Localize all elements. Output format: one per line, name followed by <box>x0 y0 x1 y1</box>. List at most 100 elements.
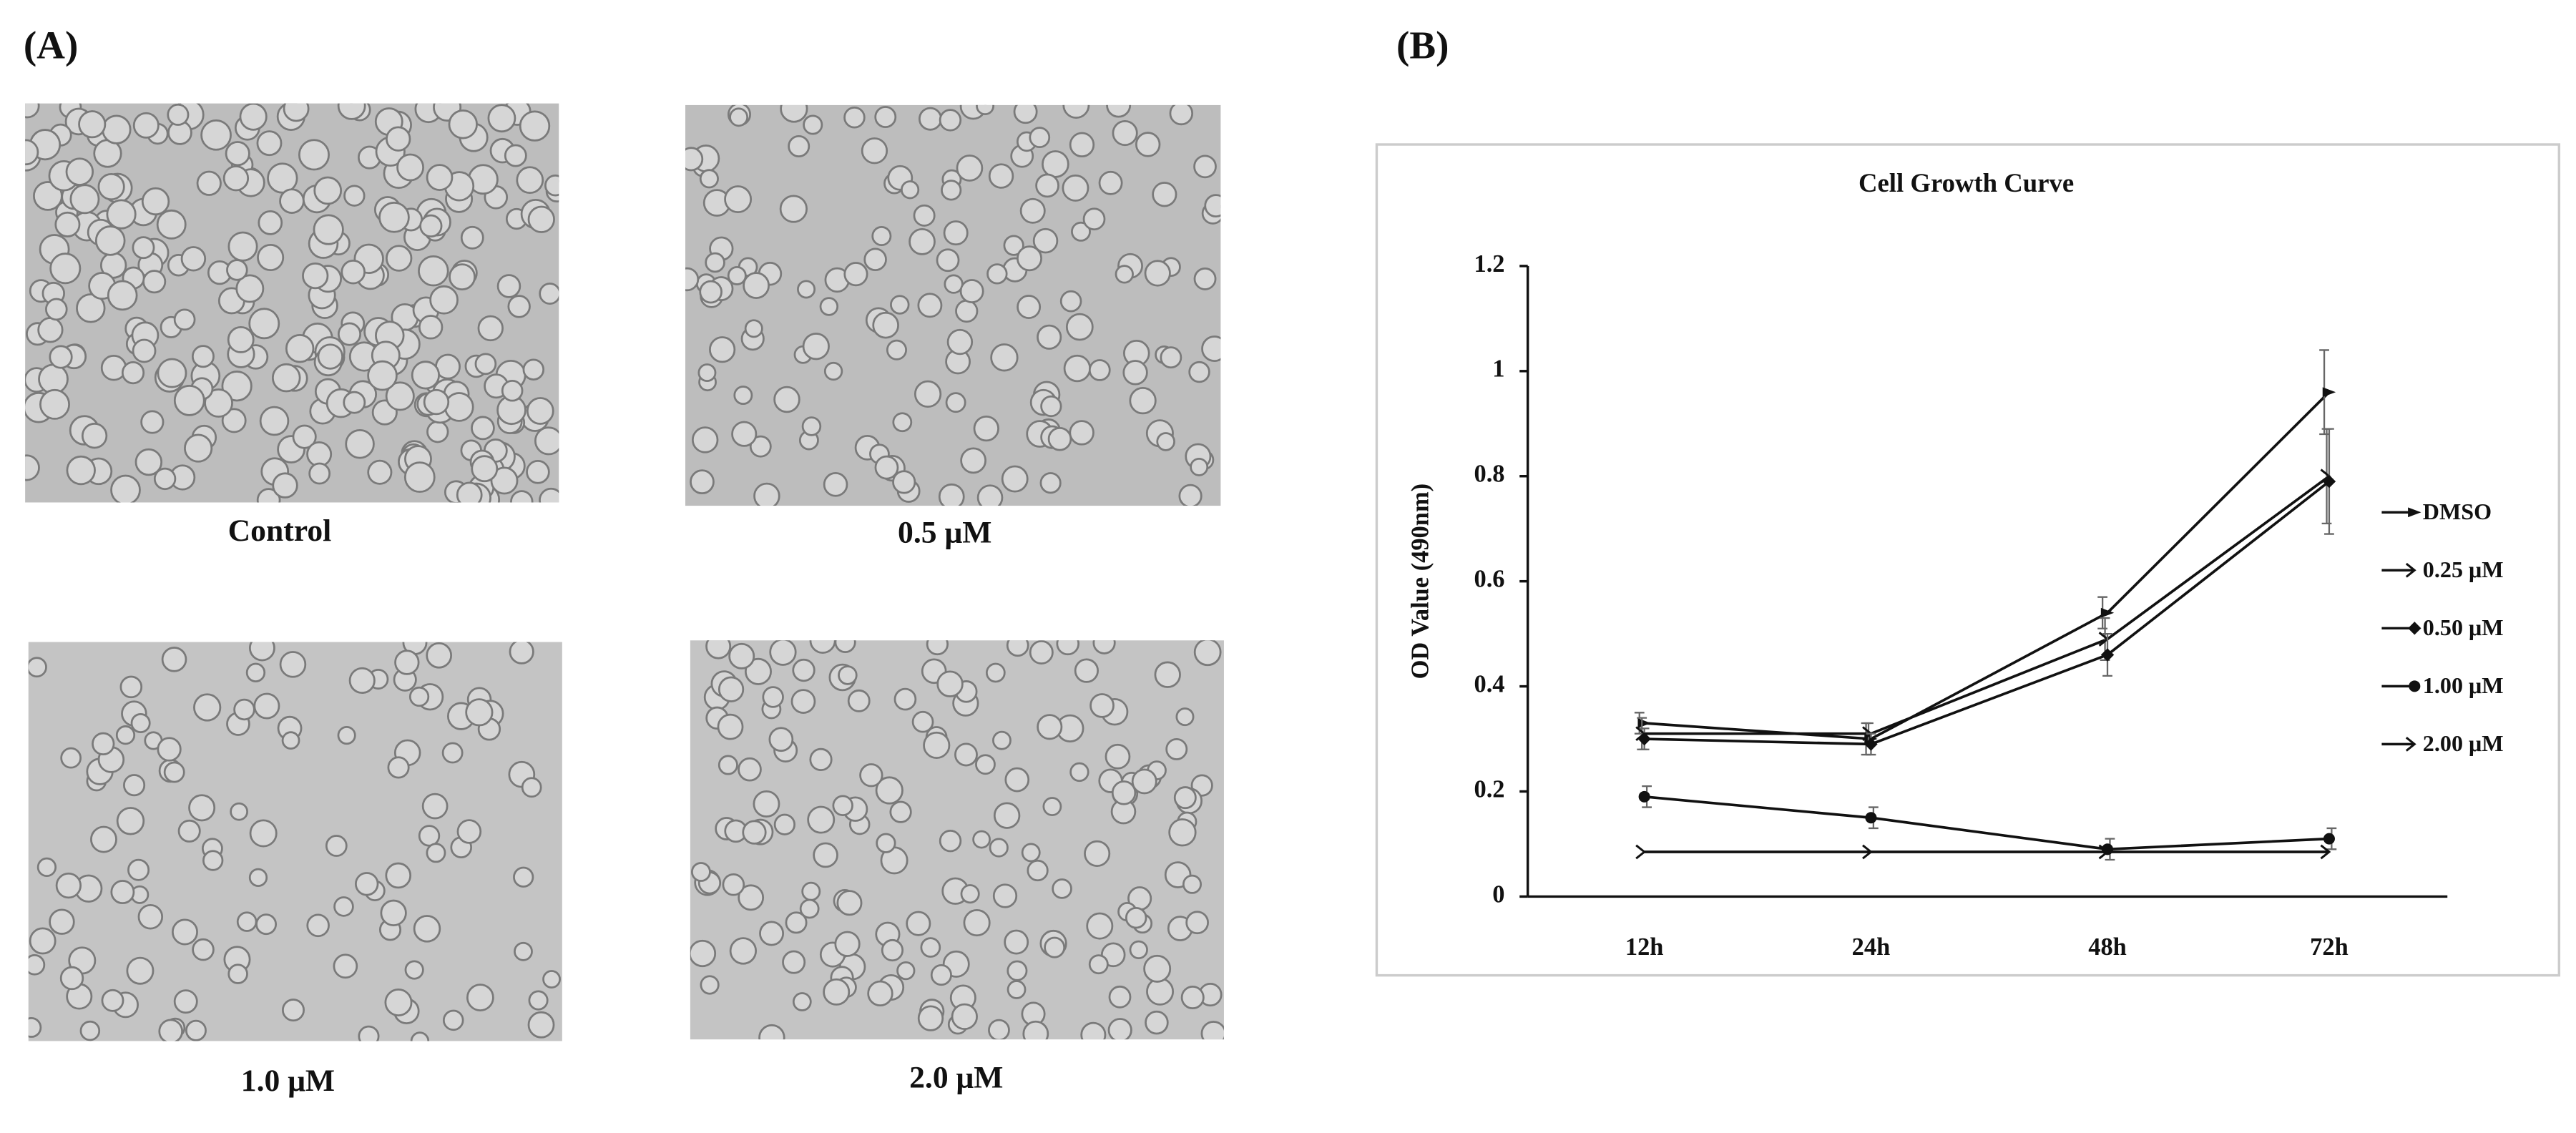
cell <box>744 657 772 685</box>
cell <box>354 872 379 896</box>
cell <box>823 472 848 497</box>
cell <box>249 819 278 848</box>
cell <box>1193 268 1217 290</box>
cell <box>78 110 107 139</box>
series-line <box>1644 480 2331 746</box>
cell <box>1125 906 1147 929</box>
cell <box>313 214 344 245</box>
cell <box>1190 457 1209 476</box>
x-tick-label: 24h <box>1852 933 1891 961</box>
cell <box>460 225 484 250</box>
cell <box>886 339 907 360</box>
cell <box>738 884 765 911</box>
cell <box>1082 207 1106 231</box>
series-line <box>1644 795 2330 851</box>
cell <box>227 231 258 262</box>
cell <box>792 992 812 1011</box>
cell <box>906 911 931 936</box>
cell <box>985 662 1006 683</box>
cell <box>843 107 866 129</box>
cell <box>914 380 942 408</box>
cell <box>936 670 964 697</box>
cell <box>367 459 393 485</box>
cell <box>1204 194 1221 218</box>
cell <box>343 185 366 207</box>
cell <box>341 259 366 285</box>
cell <box>204 388 233 418</box>
y-axis-label: OD Value (490nm) <box>1407 484 1434 679</box>
cell <box>976 104 995 116</box>
cell <box>25 139 39 166</box>
cell <box>516 166 544 195</box>
cell <box>1017 295 1042 320</box>
cell <box>989 838 1009 858</box>
cell <box>333 896 354 917</box>
cell <box>690 469 715 495</box>
cell <box>993 802 1021 829</box>
cell <box>55 872 82 899</box>
cell <box>788 134 810 157</box>
cell <box>173 308 196 331</box>
cell <box>101 989 124 1012</box>
cell <box>426 164 454 191</box>
cells <box>685 104 1221 506</box>
cell <box>188 794 216 822</box>
cell <box>343 391 366 414</box>
cell <box>408 686 430 707</box>
cell <box>245 662 266 682</box>
cell <box>944 274 964 294</box>
cell <box>466 984 494 1011</box>
cell <box>180 246 207 272</box>
cell <box>233 698 255 721</box>
cell <box>722 873 745 896</box>
marker <box>1638 790 1650 803</box>
cell <box>539 487 559 503</box>
cell <box>973 415 999 442</box>
cell <box>185 1019 207 1041</box>
cell <box>1182 874 1202 894</box>
cell <box>1069 420 1094 446</box>
cell <box>429 285 459 315</box>
cell <box>123 774 146 797</box>
cell <box>141 187 170 216</box>
cell <box>901 180 920 200</box>
cell <box>1052 878 1072 899</box>
legend-marker <box>2408 507 2421 518</box>
cell <box>140 410 165 434</box>
cell <box>1144 260 1171 287</box>
cell <box>1044 936 1066 958</box>
cell <box>126 956 155 985</box>
cell <box>456 481 483 503</box>
cell <box>173 384 205 416</box>
cell <box>441 742 464 764</box>
cell <box>917 293 943 318</box>
cell <box>1165 737 1188 760</box>
cell <box>534 426 559 456</box>
cell <box>387 756 410 779</box>
cell <box>221 371 253 402</box>
cell <box>917 1005 944 1031</box>
legend-marker <box>2408 622 2421 635</box>
cell <box>418 255 449 287</box>
marker <box>2098 844 2110 860</box>
cell <box>28 1017 42 1038</box>
cell <box>946 328 974 355</box>
cell <box>28 657 47 678</box>
cell <box>729 107 749 127</box>
cell <box>876 833 896 853</box>
cell <box>823 361 843 381</box>
cell <box>116 807 145 835</box>
cell <box>1200 1021 1224 1040</box>
cell <box>951 1003 978 1030</box>
cell <box>867 980 893 1007</box>
cell <box>378 202 410 233</box>
cell <box>749 435 772 458</box>
cell <box>255 913 278 936</box>
cell <box>700 975 720 995</box>
cell <box>386 126 411 152</box>
cell <box>325 835 348 857</box>
cell <box>1063 354 1092 383</box>
cell <box>972 830 991 849</box>
cell <box>1032 227 1059 254</box>
cell <box>690 939 717 968</box>
